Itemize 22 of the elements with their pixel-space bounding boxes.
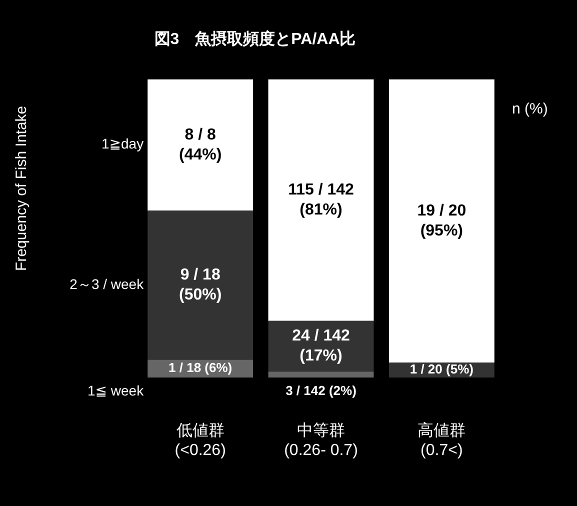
data-label: 115 / 142 (81%) [288,181,354,218]
data-label: 1 / 20 (5%) [410,362,474,377]
series-label: 1≦ week [88,382,145,398]
data-label: 8 / 8 (44%) [178,126,222,164]
bar [148,210,254,360]
data-label: 24 / 142 (17%) [292,328,350,365]
x-tick-label: 高値群 (0.7<) [418,422,466,459]
bar [268,79,374,321]
bar [388,79,494,363]
data-label: 9 / 18 (50%) [178,266,222,304]
data-label: 1 / 18 (6%) [168,360,232,376]
series-label: 2～3 / week [70,276,145,292]
text: Frequency of Fish Intake [13,106,30,271]
text: n (%) [512,100,548,118]
bar [148,79,254,210]
data-label: 19 / 20 (95%) [417,202,466,240]
x-tick-label: 低値群 (<0.26) [174,422,226,459]
chart-title: 図3 魚摂取頻度とPA/AA比 [154,29,356,48]
data-label: 3 / 142 (2%) [286,383,356,398]
bar [268,372,374,378]
x-tick-label: 中等群 (0.26- 0.7) [284,422,358,459]
series-label: 1≧day [102,136,144,152]
